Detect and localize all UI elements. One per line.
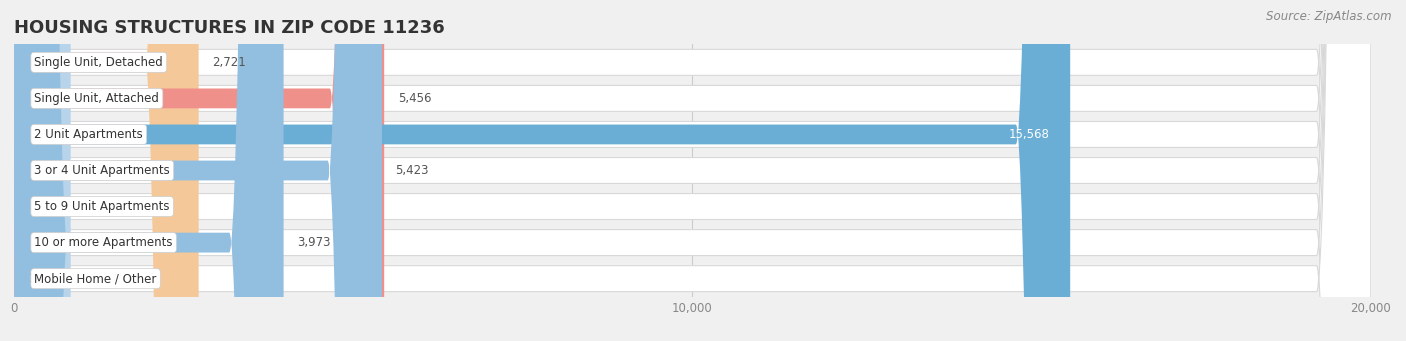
FancyBboxPatch shape — [14, 0, 1371, 341]
Text: Single Unit, Detached: Single Unit, Detached — [34, 56, 163, 69]
Text: 10 or more Apartments: 10 or more Apartments — [34, 236, 173, 249]
Text: 2 Unit Apartments: 2 Unit Apartments — [34, 128, 143, 141]
Text: Mobile Home / Other: Mobile Home / Other — [34, 272, 157, 285]
Text: 835: 835 — [84, 200, 107, 213]
Text: HOUSING STRUCTURES IN ZIP CODE 11236: HOUSING STRUCTURES IN ZIP CODE 11236 — [14, 19, 444, 37]
Text: 3 or 4 Unit Apartments: 3 or 4 Unit Apartments — [34, 164, 170, 177]
FancyBboxPatch shape — [14, 0, 284, 341]
FancyBboxPatch shape — [14, 0, 70, 341]
FancyBboxPatch shape — [14, 0, 1371, 341]
Text: 3,973: 3,973 — [297, 236, 330, 249]
Text: 5,456: 5,456 — [398, 92, 432, 105]
FancyBboxPatch shape — [14, 0, 1070, 341]
FancyBboxPatch shape — [14, 0, 1371, 341]
Text: Source: ZipAtlas.com: Source: ZipAtlas.com — [1267, 10, 1392, 23]
Text: 5 to 9 Unit Apartments: 5 to 9 Unit Apartments — [34, 200, 170, 213]
FancyBboxPatch shape — [14, 0, 1371, 341]
FancyBboxPatch shape — [14, 0, 198, 341]
Text: 10: 10 — [28, 272, 44, 285]
FancyBboxPatch shape — [14, 0, 1371, 341]
FancyBboxPatch shape — [14, 0, 384, 341]
FancyBboxPatch shape — [14, 0, 382, 341]
FancyBboxPatch shape — [14, 0, 1371, 341]
Text: 2,721: 2,721 — [212, 56, 246, 69]
Text: 15,568: 15,568 — [1010, 128, 1050, 141]
Text: Single Unit, Attached: Single Unit, Attached — [34, 92, 159, 105]
Text: 5,423: 5,423 — [395, 164, 429, 177]
FancyBboxPatch shape — [14, 0, 1371, 341]
